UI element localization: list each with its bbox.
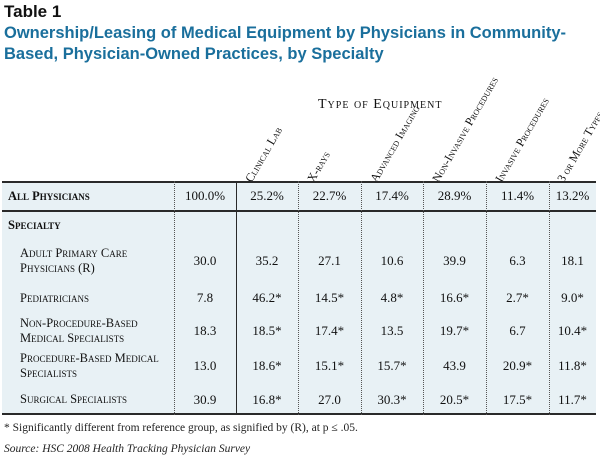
value-cell: 10.6 <box>380 253 404 268</box>
value-cell: 6.7 <box>509 322 526 338</box>
row-label: Specialty <box>8 217 61 232</box>
value-cell: 13.2% <box>555 188 590 203</box>
row-label: Adult Primary Care Physicians (R) <box>20 246 128 275</box>
value-cell <box>361 211 423 239</box>
value-cell: 16.6* <box>439 290 470 305</box>
all-types-cell: 100.0% <box>184 188 226 203</box>
table-rule <box>2 181 596 183</box>
row-label: Pediatricians <box>20 290 89 305</box>
value-cell: 27.0 <box>318 391 341 407</box>
source-note: Source: HSC 2008 Health Tracking Physici… <box>4 443 251 455</box>
row-label: Procedure-Based Medical Specialists <box>20 351 159 380</box>
value-cell: 43.9 <box>443 358 466 373</box>
column-divider <box>486 181 488 415</box>
value-cell: 15.7* <box>377 358 407 373</box>
value-cell: 20.5* <box>439 391 470 407</box>
value-cell: 18.1 <box>561 253 584 268</box>
table-title: Ownership/Leasing of Medical Equipment b… <box>4 24 567 63</box>
value-cell <box>236 211 298 239</box>
value-cell: 18.5* <box>252 322 282 338</box>
row-label: All Physicians <box>8 188 90 203</box>
value-cell: 35.2 <box>255 253 279 268</box>
value-cell: 19.7* <box>439 322 470 338</box>
value-cell: 6.3 <box>509 253 526 268</box>
value-cell: 17.4% <box>375 188 409 203</box>
value-cell: 28.9% <box>437 188 472 203</box>
group-header: Type of Equipment <box>318 97 443 112</box>
value-cell: 14.5* <box>314 290 345 305</box>
column-divider <box>298 181 300 415</box>
all-types-cell: 30.9 <box>193 391 217 407</box>
data-table: All Physicians 100.0% 25.2% 22.7% 17.4% 28.9%… <box>2 181 596 415</box>
value-cell: 11.7* <box>558 391 587 407</box>
value-cell <box>423 211 486 239</box>
value-cell <box>549 211 596 239</box>
table-rule <box>2 413 596 415</box>
value-cell: 10.4* <box>557 322 588 338</box>
value-cell <box>298 211 361 239</box>
column-divider <box>361 181 363 415</box>
all-types-cell: 18.3 <box>193 322 217 338</box>
row-label: Non-Procedure-Based Medical Specialists <box>20 315 138 345</box>
value-cell: 25.2% <box>250 188 284 203</box>
table-label: Table 1 <box>4 2 62 21</box>
all-types-cell: 7.8 <box>196 290 214 305</box>
value-cell: 30.3* <box>377 391 407 407</box>
value-cell: 15.1* <box>314 358 345 373</box>
value-cell: 11.4% <box>500 188 535 203</box>
value-cell: 22.7% <box>312 188 347 203</box>
value-cell: 4.8* <box>380 290 404 305</box>
value-cell: 27.1 <box>318 253 341 268</box>
value-cell: 17.5* <box>502 391 533 407</box>
all-types-cell: 30.0 <box>193 253 217 268</box>
footnote: * Significantly different from reference… <box>4 422 358 434</box>
column-divider <box>236 181 237 415</box>
value-cell: 18.6* <box>252 358 282 373</box>
value-cell: 39.9 <box>443 253 466 268</box>
column-divider <box>549 181 551 415</box>
value-cell: 2.7* <box>506 290 529 305</box>
value-cell: 17.4* <box>314 322 345 338</box>
all-types-cell <box>174 211 236 239</box>
all-types-cell: 13.0 <box>193 358 217 373</box>
column-divider <box>423 181 425 415</box>
value-cell: 13.5 <box>380 322 404 338</box>
value-cell: 9.0* <box>561 290 584 305</box>
value-cell: 11.8* <box>558 358 587 373</box>
value-cell <box>486 211 549 239</box>
value-cell: 46.2* <box>252 290 282 305</box>
value-cell: 20.9* <box>502 358 533 373</box>
column-divider <box>174 181 176 415</box>
value-cell: 16.8* <box>252 391 282 407</box>
row-label: Surgical Specialists <box>20 392 128 406</box>
table-rule <box>2 210 596 212</box>
